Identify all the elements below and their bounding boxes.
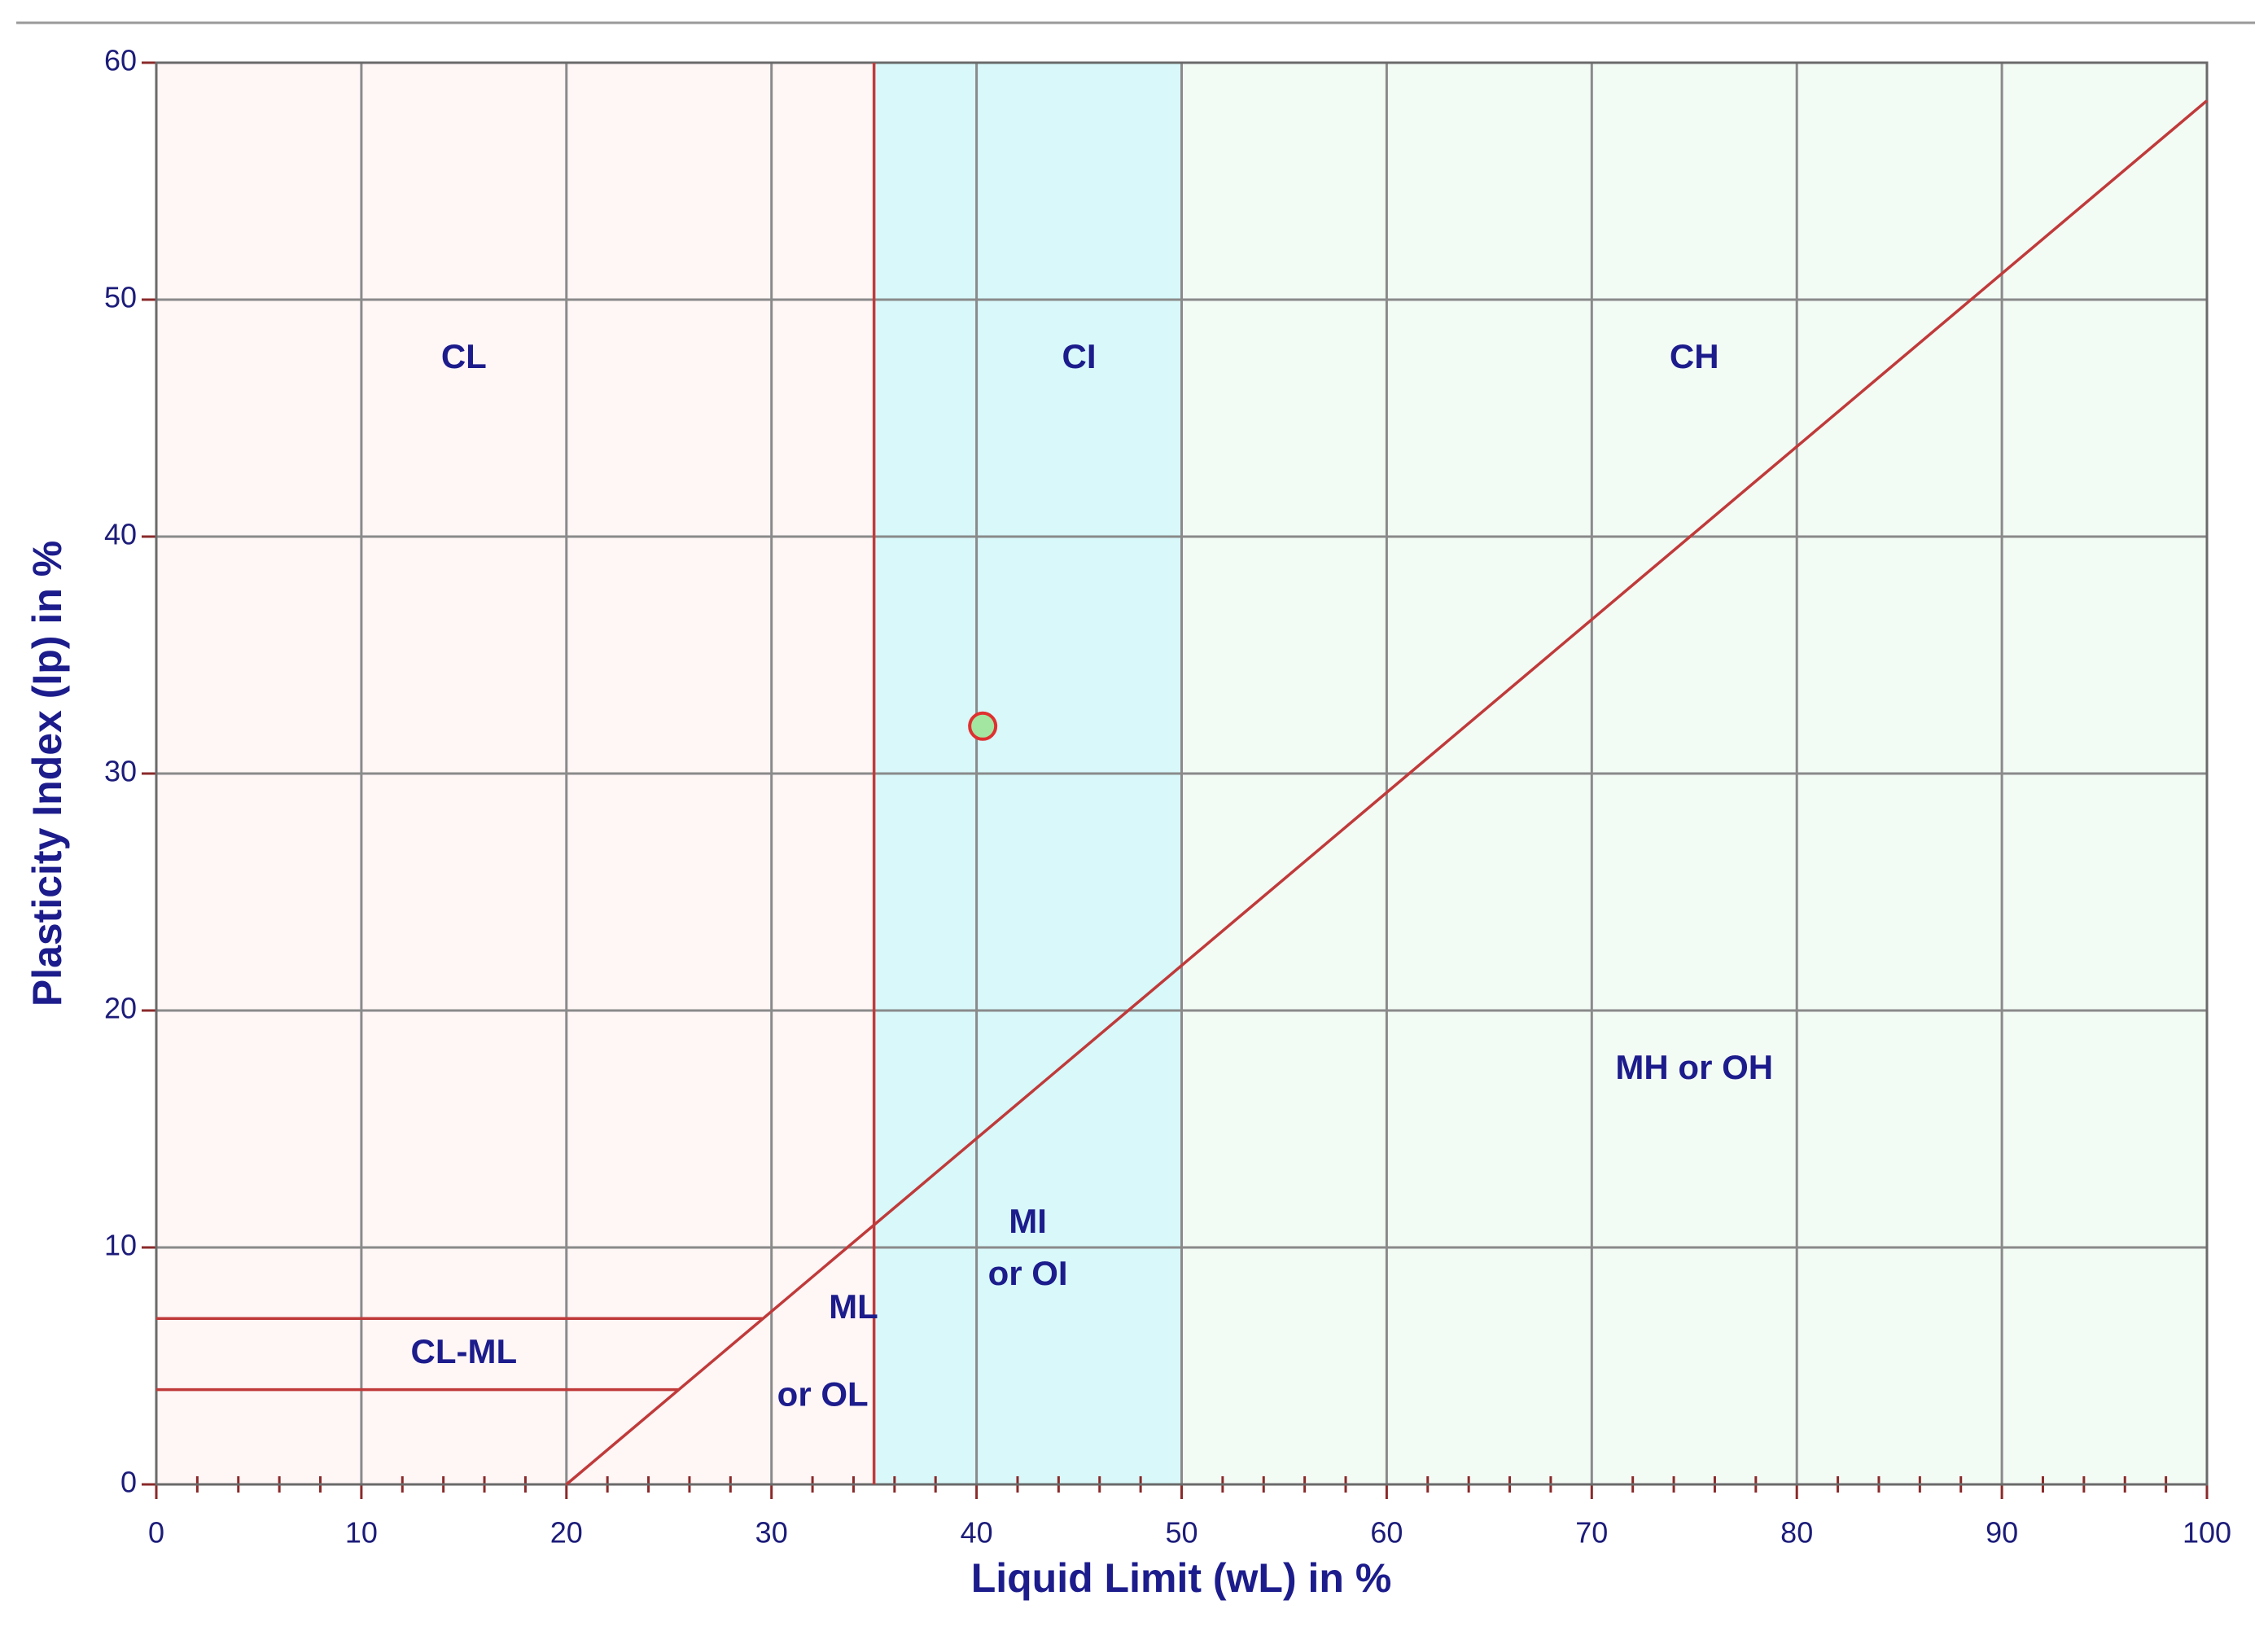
- zone-label: or OL: [777, 1374, 869, 1413]
- zone-label: or OI: [988, 1254, 1068, 1292]
- x-tick-label: 10: [345, 1516, 378, 1550]
- zone-label: MH or OH: [1615, 1048, 1773, 1086]
- zone-label: ML: [829, 1287, 878, 1326]
- zone-label: CL: [441, 337, 487, 375]
- y-tick-label: 30: [104, 755, 137, 788]
- x-tick-label: 50: [1165, 1516, 1197, 1550]
- y-tick-label: 60: [104, 44, 137, 77]
- x-tick-label: 20: [550, 1516, 583, 1550]
- zone-label: CH: [1670, 337, 1719, 375]
- zone-label: MI: [1009, 1202, 1047, 1240]
- x-axis-title: Liquid Limit (wL) in %: [971, 1555, 1392, 1601]
- x-tick-label: 40: [961, 1516, 993, 1550]
- x-tick-label: 80: [1780, 1516, 1813, 1550]
- x-tick-label: 90: [1986, 1516, 2018, 1550]
- x-tick-label: 70: [1575, 1516, 1608, 1550]
- zone-label: CL-ML: [411, 1332, 518, 1370]
- x-tick-label: 0: [148, 1516, 164, 1550]
- y-tick-label: 10: [104, 1229, 137, 1262]
- y-tick-label: 20: [104, 992, 137, 1025]
- x-tick-label: 30: [755, 1516, 788, 1550]
- x-tick-label: 100: [2183, 1516, 2231, 1550]
- plot-border: [155, 61, 2209, 1486]
- x-tick-label: 60: [1370, 1516, 1403, 1550]
- zone-label: CI: [1062, 337, 1097, 375]
- y-tick-label: 0: [120, 1466, 137, 1499]
- y-tick-label: 50: [104, 281, 137, 314]
- y-tick-label: 40: [104, 518, 137, 551]
- boundary-line: [565, 99, 2209, 1486]
- y-axis-title: Plasticity Index (Ip) in %: [24, 541, 70, 1006]
- data-point: [968, 711, 998, 741]
